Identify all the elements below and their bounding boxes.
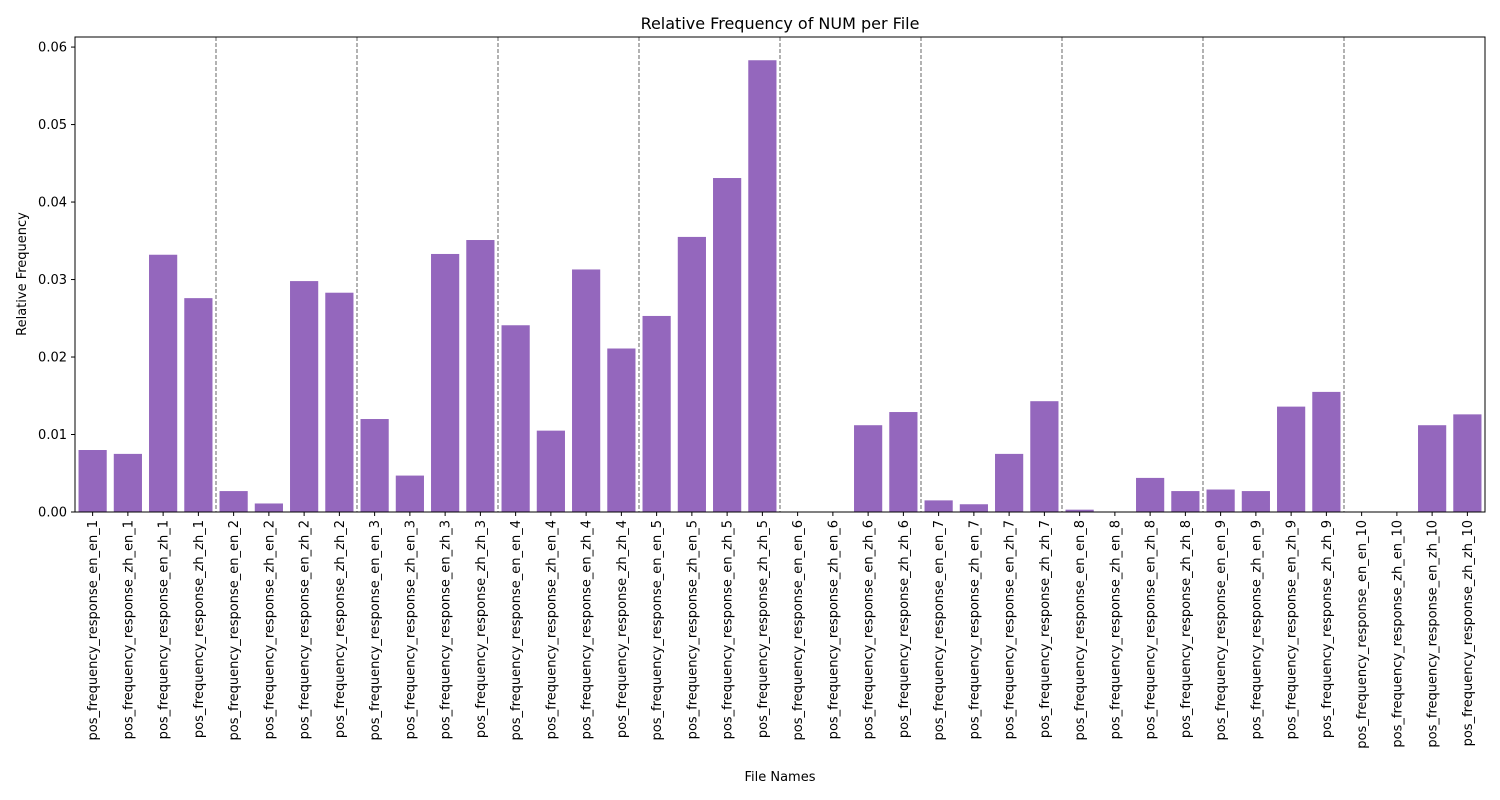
x-tick-label: pos_frequency_response_zh_en_7 [967,520,982,739]
bar [1136,477,1165,512]
x-tick-label: pos_frequency_response_en_zh_9 [1285,520,1300,739]
x-tick-label: pos_frequency_response_zh_en_5 [685,520,700,739]
x-tick-label: pos_frequency_response_zh_en_9 [1249,520,1264,739]
x-axis-label: File Names [744,770,815,785]
bar [254,503,283,512]
x-tick-label: pos_frequency_response_en_zh_10 [1426,520,1441,748]
x-tick-label: pos_frequency_response_en_en_6 [791,520,806,740]
x-tick-label: pos_frequency_response_zh_en_1 [121,520,136,739]
bars-group [78,60,1482,513]
x-tick-label: pos_frequency_response_zh_zh_8 [1179,520,1194,738]
x-tick-label: pos_frequency_response_en_en_10 [1355,520,1370,749]
x-tick-label: pos_frequency_response_en_zh_2 [298,520,313,739]
bar [1418,425,1447,512]
y-tick-label: 0.03 [38,273,67,288]
x-tick-label: pos_frequency_response_en_en_8 [1073,520,1088,740]
x-tick-label: pos_frequency_response_en_en_1 [86,520,101,740]
bar [1241,491,1270,512]
bar [995,453,1024,512]
bar [854,425,883,512]
y-tick-label: 0.05 [38,118,67,133]
bar [1453,414,1482,512]
y-tick-label: 0.01 [38,428,67,443]
x-tick-label: pos_frequency_response_zh_en_4 [544,520,559,739]
x-tick-label: pos_frequency_response_en_zh_4 [580,520,595,739]
bar [572,269,601,512]
bar [219,491,248,512]
bar [607,348,636,512]
x-tick-label: pos_frequency_response_en_zh_8 [1144,520,1159,739]
x-tick-label: pos_frequency_response_en_zh_6 [862,520,877,739]
x-tick-label: pos_frequency_response_zh_zh_6 [897,520,912,738]
bar [642,315,671,512]
bar [501,325,530,512]
plot-frame [74,36,1486,513]
bar [360,419,389,512]
bar [959,504,988,512]
x-tick-label: pos_frequency_response_zh_zh_7 [1038,520,1053,738]
bar [395,475,424,512]
x-tick-label: pos_frequency_response_zh_zh_1 [192,520,207,738]
x-tick-label: pos_frequency_response_zh_zh_2 [333,520,348,738]
bar [78,450,107,512]
bar [431,253,460,512]
bar [889,412,918,512]
y-tick-label: 0.06 [38,41,67,56]
x-tick-label: pos_frequency_response_zh_zh_9 [1320,520,1335,738]
x-tick-label: pos_frequency_response_en_en_3 [368,520,383,740]
x-tick-label: pos_frequency_response_en_en_9 [1214,520,1229,740]
bar [677,236,706,512]
bar [924,500,953,512]
y-tick-label: 0.04 [38,196,67,211]
x-tick-label: pos_frequency_response_zh_en_6 [826,520,841,739]
y-tick-label: 0.02 [38,351,67,366]
bar [184,298,213,512]
x-tick-label: pos_frequency_response_zh_zh_5 [756,520,771,738]
x-tick-label: pos_frequency_response_zh_zh_4 [615,520,630,738]
x-tick-label: pos_frequency_response_en_zh_1 [157,520,172,739]
x-tick-label: pos_frequency_response_zh_en_3 [403,520,418,739]
bar [466,240,495,512]
x-tick-label: pos_frequency_response_zh_en_10 [1390,520,1405,748]
chart-title: Relative Frequency of NUM per File [641,14,920,33]
y-axis: 0.00 0.01 0.02 0.03 0.04 0.05 0.06 [38,41,75,521]
y-axis-label: Relative Frequency [15,212,30,336]
bar [290,281,319,512]
x-tick-label: pos_frequency_response_en_en_5 [650,520,665,740]
bar [113,453,142,512]
x-tick-label: pos_frequency_response_en_zh_3 [439,520,454,739]
bar [1065,509,1094,512]
group-separators [215,37,1345,512]
bar [713,178,742,513]
bar [1277,406,1306,512]
bar [1312,391,1341,512]
bar [1206,489,1235,512]
y-tick-label: 0.00 [38,506,67,521]
x-tick-label: pos_frequency_response_zh_en_2 [262,520,277,739]
bar [1171,491,1200,512]
x-axis: pos_frequency_response_en_en_1 pos_freque… [86,512,1476,749]
x-tick-label: pos_frequency_response_zh_zh_10 [1461,520,1476,746]
x-tick-label: pos_frequency_response_zh_zh_3 [474,520,489,738]
x-tick-label: pos_frequency_response_zh_en_8 [1108,520,1123,739]
bar [536,430,565,512]
bar [1030,401,1059,512]
x-tick-label: pos_frequency_response_en_zh_5 [721,520,736,739]
bar [149,254,178,513]
x-tick-label: pos_frequency_response_en_en_4 [509,520,524,740]
x-tick-label: pos_frequency_response_en_en_2 [227,520,242,740]
bar [748,60,777,512]
x-tick-label: pos_frequency_response_en_zh_7 [1003,520,1018,739]
x-tick-label: pos_frequency_response_en_en_7 [932,520,947,740]
bar [325,292,354,512]
